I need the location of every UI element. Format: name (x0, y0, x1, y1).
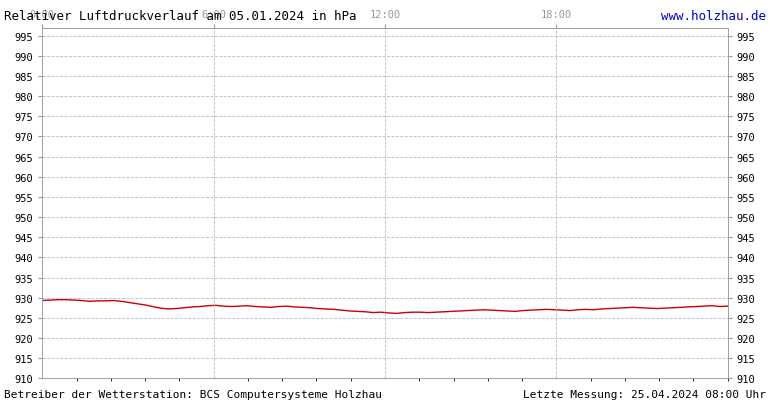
Text: Letzte Messung: 25.04.2024 08:00 Uhr: Letzte Messung: 25.04.2024 08:00 Uhr (523, 389, 766, 399)
Text: Betreiber der Wetterstation: BCS Computersysteme Holzhau: Betreiber der Wetterstation: BCS Compute… (4, 389, 382, 399)
Text: www.holzhau.de: www.holzhau.de (661, 10, 766, 23)
Text: Relativer Luftdruckverlauf am 05.01.2024 in hPa: Relativer Luftdruckverlauf am 05.01.2024… (4, 10, 357, 23)
